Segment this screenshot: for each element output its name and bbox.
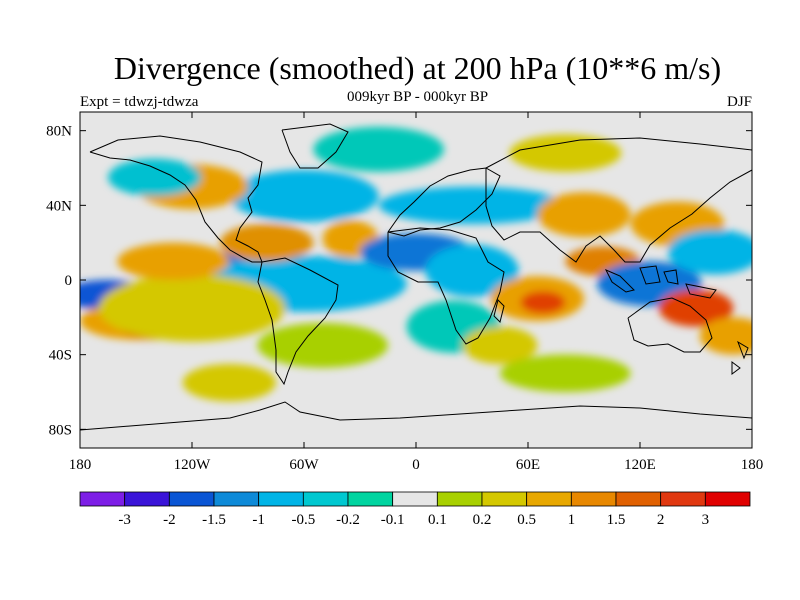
x-tick-label-2: 60W [289,457,319,473]
colorbar-label-0: -3 [118,512,131,528]
colorbar-swatch-3 [213,491,260,507]
contour-blob-11 [229,169,379,223]
colorbar-swatch-13 [660,491,706,507]
coast-australia [627,297,713,353]
contour-blob-31 [313,126,444,172]
colorbar-label-13: 3 [702,512,710,528]
colorbar-swatch-9 [481,491,528,507]
coast-indonesia [604,265,717,299]
contour-blob-6 [98,274,286,342]
colorbar-label-8: 0.2 [473,512,492,528]
colorbar-label-5: -0.2 [336,512,360,528]
contour-blob-26 [668,229,752,275]
coast-africa [387,227,505,345]
contour-blob-19 [520,291,566,314]
coast-new-zealand [731,340,749,375]
coast-madagascar [493,299,505,323]
y-tick-label-1: 40N [46,198,72,214]
y-tick-label-3: 40S [49,348,72,364]
colorbar-label-9: 0.5 [517,512,536,528]
colorbar-swatch-10 [526,491,572,507]
y-tick-label-2: 0 [65,273,73,289]
map-axes: 180 120W 60W 0 60E 120E 180 80N 40N 0 40S 80S [46,112,763,473]
colorbar-swatch-7 [392,491,438,507]
contour-blob-27 [658,289,734,327]
experiment-label: Expt = tdwzj-tdwza [80,94,199,110]
coast-asia [485,137,752,263]
colorbar-swatch-14 [704,491,751,507]
colorbar-swatch-0 [79,491,126,507]
colorbar-label-2: -1.5 [202,512,226,528]
contour-blob-30 [499,354,631,393]
colorbar-label-1: -2 [163,512,176,528]
colorbar: -3 -2 -1.5 -1 -0.5 -0.2 -0.1 0.1 0.2 0.5 1 1.5 2 3 [79,491,751,528]
colorbar-swatch-12 [615,491,662,507]
contour-blob-32 [509,134,622,172]
contour-blob-15 [425,244,519,297]
chart-subtitle: 009kyr BP - 000kyr BP [346,89,489,105]
colorbar-swatch-1 [124,491,170,507]
contour-blob-28 [699,317,752,355]
colorbar-label-11: 1.5 [607,512,626,528]
contour-blob-10 [257,322,388,368]
colorbar-swatch-6 [347,491,394,507]
season-label: DJF [726,94,752,110]
colorbar-label-3: -1 [252,512,265,528]
colorbar-swatch-5 [302,491,349,507]
coast-north-america [89,135,263,263]
colorbar-label-6: -0.1 [381,512,405,528]
chart-title: Divergence (smoothed) at 200 hPa (10**6 … [113,50,722,86]
colorbar-label-4: -0.5 [291,512,315,528]
coast-europe [387,167,501,237]
coastlines [80,123,752,431]
colorbar-swatch-11 [570,491,617,507]
contour-blob-29 [182,364,276,402]
colorbar-label-7: 0.1 [428,512,447,528]
x-tick-label-1: 120W [174,457,212,473]
colorbar-swatch-2 [168,491,215,507]
contour-blob-13 [108,158,202,196]
contour-blob-21 [537,192,631,238]
x-tick-label-6: 180 [741,457,764,473]
contour-blob-20 [462,326,538,365]
colorbar-swatch-8 [436,491,483,507]
contour-blob-7 [117,242,230,280]
colorbar-swatch-4 [258,491,304,507]
colorbar-label-10: 1 [568,512,576,528]
x-tick-label-4: 60E [516,457,540,473]
contour-blob-17 [378,186,566,224]
y-tick-label-0: 80N [46,124,72,140]
y-tick-label-4: 80S [49,422,72,438]
coast-greenland [281,123,349,169]
coast-south-america [257,257,339,386]
contour-blob-8 [219,224,314,262]
x-tick-label-0: 180 [69,457,92,473]
x-tick-label-3: 0 [412,457,420,473]
x-tick-label-5: 120E [624,457,656,473]
coast-antarctica [80,401,752,431]
colorbar-label-12: 2 [657,512,665,528]
